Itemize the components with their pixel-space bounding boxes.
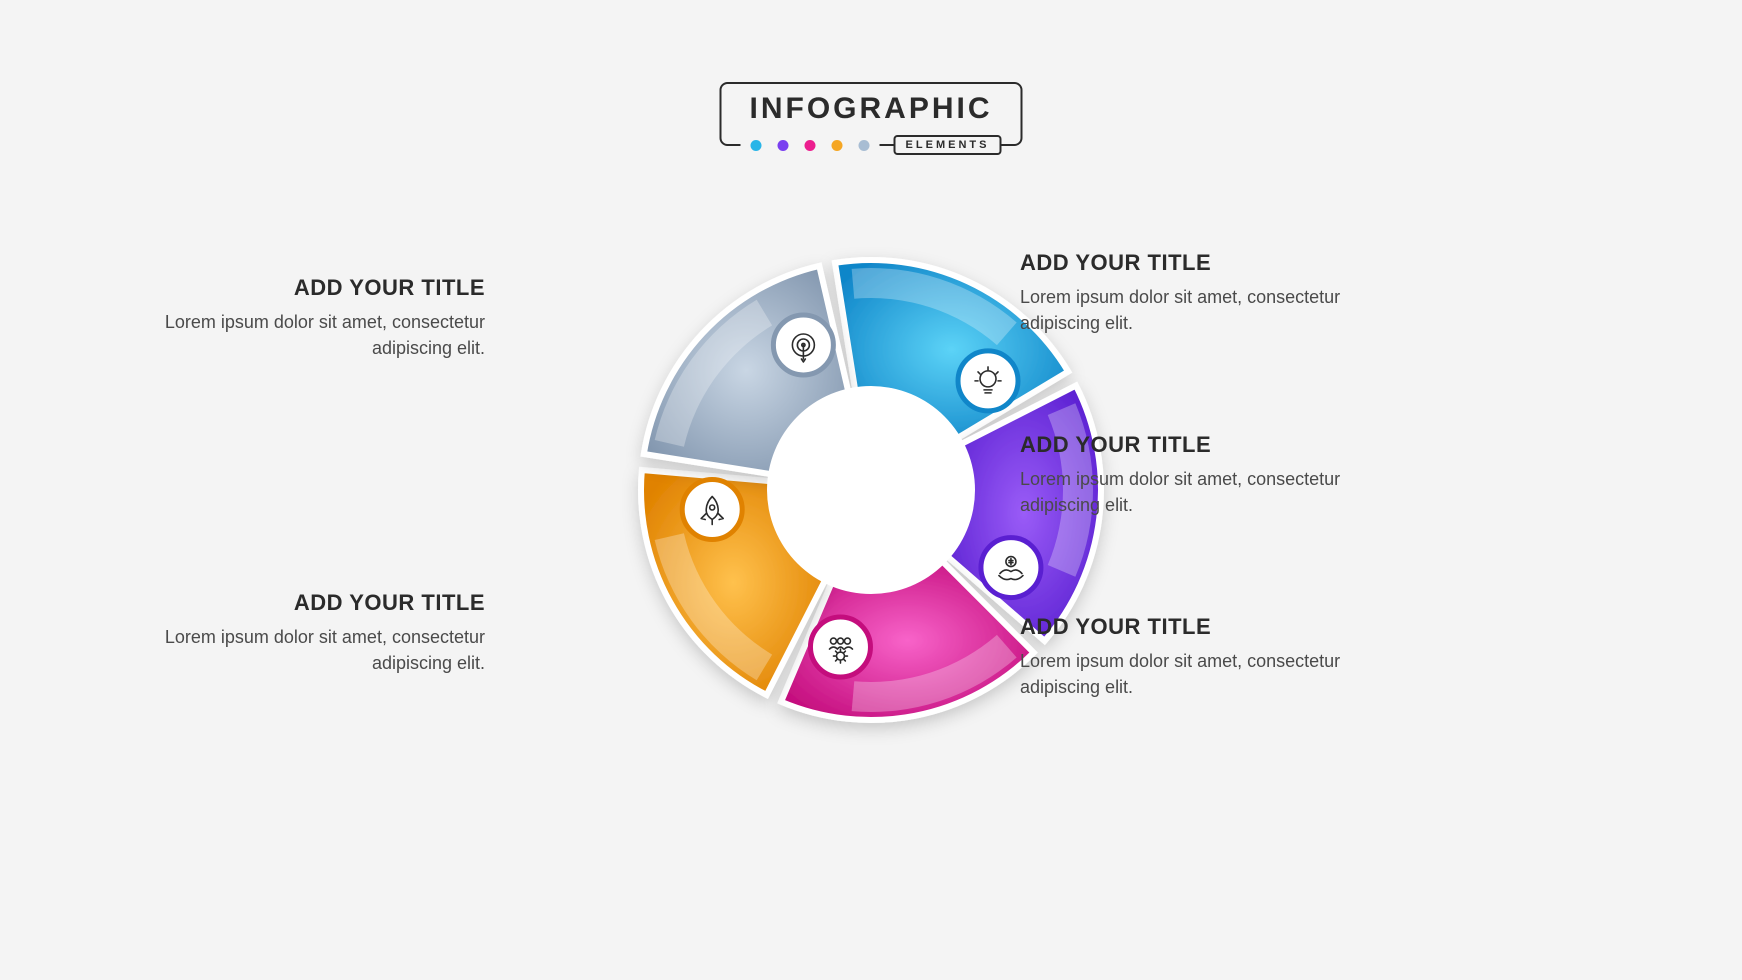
- callout-seg-blue: ADD YOUR TITLE Lorem ipsum dolor sit amet…: [145, 275, 485, 361]
- callout-body: Lorem ipsum dolor sit amet, consectetur …: [145, 309, 485, 361]
- callout-body: Lorem ipsum dolor sit amet, consectetur …: [1020, 284, 1360, 336]
- callout-title: ADD YOUR TITLE: [1020, 432, 1360, 458]
- center-disc: [767, 386, 975, 594]
- header-dots: [741, 140, 880, 151]
- callout-body: Lorem ipsum dolor sit amet, consectetur …: [1020, 648, 1360, 700]
- header-sub-row: ELEMENTS: [722, 135, 1021, 155]
- callout-seg-orange: ADD YOUR TITLE Lorem ipsum dolor sit amet…: [1020, 614, 1360, 700]
- header-dot-0: [751, 140, 762, 151]
- header-frame: INFOGRAPHIC ELEMENTS: [720, 82, 1023, 146]
- hands-dollar-icon-badge: [981, 538, 1041, 598]
- callout-body: Lorem ipsum dolor sit amet, consectetur …: [1020, 466, 1360, 518]
- segment-icon-hands-dollar: [981, 538, 1041, 598]
- header-block: INFOGRAPHIC ELEMENTS: [720, 82, 1023, 146]
- header-dot-2: [805, 140, 816, 151]
- callout-title: ADD YOUR TITLE: [145, 590, 485, 616]
- segment-icon-team-gear: [810, 617, 870, 677]
- lightbulb-icon-badge: [958, 351, 1018, 411]
- callout-seg-purple: ADD YOUR TITLE Lorem ipsum dolor sit amet…: [1020, 250, 1360, 336]
- callout-title: ADD YOUR TITLE: [1020, 250, 1360, 276]
- header-dot-1: [778, 140, 789, 151]
- header-title: INFOGRAPHIC: [750, 92, 993, 126]
- callout-title: ADD YOUR TITLE: [145, 275, 485, 301]
- callout-body: Lorem ipsum dolor sit amet, consectetur …: [145, 624, 485, 676]
- header-dot-4: [859, 140, 870, 151]
- callout-title: ADD YOUR TITLE: [1020, 614, 1360, 640]
- segment-icon-lightbulb: [958, 351, 1018, 411]
- segment-icon-target: [773, 315, 833, 375]
- header-dot-3: [832, 140, 843, 151]
- header-subtitle: ELEMENTS: [894, 135, 1002, 155]
- callout-seg-slate: ADD YOUR TITLE Lorem ipsum dolor sit amet…: [145, 590, 485, 676]
- segment-icon-rocket: [682, 479, 742, 539]
- callout-seg-pink: ADD YOUR TITLE Lorem ipsum dolor sit amet…: [1020, 432, 1360, 518]
